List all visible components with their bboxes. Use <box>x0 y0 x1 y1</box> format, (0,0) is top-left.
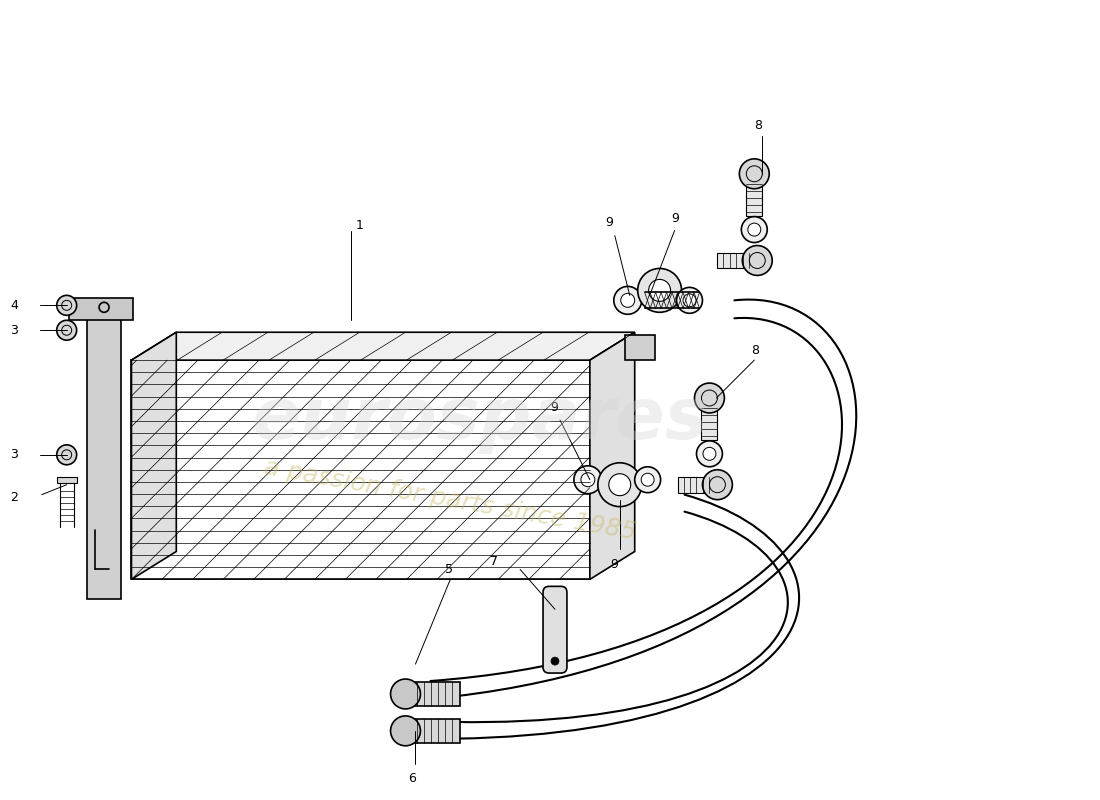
Circle shape <box>694 383 725 413</box>
Circle shape <box>641 474 654 486</box>
Text: 3: 3 <box>10 448 18 462</box>
Circle shape <box>390 716 420 746</box>
Circle shape <box>57 320 77 340</box>
Circle shape <box>390 679 420 709</box>
Polygon shape <box>87 310 121 599</box>
Text: eurospares: eurospares <box>252 386 708 454</box>
Circle shape <box>574 466 602 494</box>
Circle shape <box>676 287 703 314</box>
Circle shape <box>581 473 595 486</box>
Text: 1: 1 <box>355 219 364 232</box>
Circle shape <box>649 279 671 302</box>
FancyBboxPatch shape <box>543 586 566 673</box>
Circle shape <box>614 286 641 314</box>
Circle shape <box>638 269 682 312</box>
Circle shape <box>597 462 641 506</box>
Circle shape <box>739 159 769 189</box>
Polygon shape <box>590 332 635 579</box>
Text: 9: 9 <box>550 402 558 414</box>
Polygon shape <box>717 253 757 269</box>
Text: 3: 3 <box>10 324 18 337</box>
Polygon shape <box>746 174 762 216</box>
Text: 5: 5 <box>446 563 453 576</box>
Text: 9: 9 <box>672 212 680 225</box>
Polygon shape <box>57 477 77 482</box>
Text: 6: 6 <box>408 772 417 785</box>
Text: a passion for parts since 1985: a passion for parts since 1985 <box>262 455 638 544</box>
Text: 9: 9 <box>605 216 613 229</box>
Text: 8: 8 <box>751 344 759 357</box>
Text: 9: 9 <box>609 558 618 571</box>
Text: 2: 2 <box>10 491 18 504</box>
Circle shape <box>703 447 716 460</box>
Text: 4: 4 <box>10 299 18 312</box>
Circle shape <box>635 466 661 493</box>
Polygon shape <box>132 332 176 579</box>
Circle shape <box>57 445 77 465</box>
Circle shape <box>620 294 635 307</box>
Circle shape <box>551 657 559 665</box>
Circle shape <box>608 474 630 496</box>
Circle shape <box>57 295 77 315</box>
Text: 8: 8 <box>755 119 762 133</box>
Text: 7: 7 <box>491 555 498 568</box>
Polygon shape <box>68 298 133 320</box>
Polygon shape <box>132 332 635 360</box>
Circle shape <box>741 217 767 242</box>
Polygon shape <box>625 335 654 360</box>
Polygon shape <box>678 477 717 493</box>
Polygon shape <box>702 398 717 440</box>
Polygon shape <box>406 719 460 743</box>
Circle shape <box>748 223 761 236</box>
Circle shape <box>742 246 772 275</box>
Circle shape <box>696 441 723 466</box>
Circle shape <box>683 294 696 307</box>
Polygon shape <box>406 682 460 706</box>
Circle shape <box>703 470 733 500</box>
